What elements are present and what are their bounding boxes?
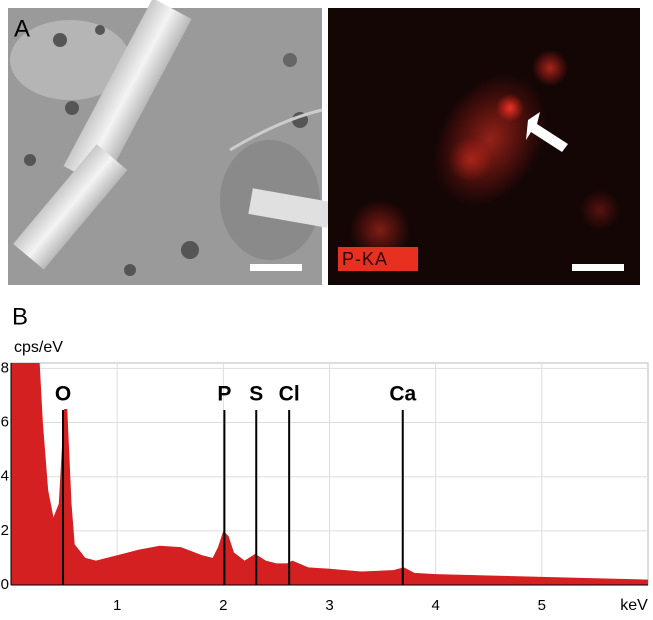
element-label: Cl bbox=[279, 383, 300, 406]
x-tick-label: 1 bbox=[113, 597, 121, 614]
element-label: P bbox=[217, 383, 231, 406]
y-tick-label: 6 bbox=[1, 414, 9, 431]
panel-label: A bbox=[14, 15, 30, 42]
x-tick-label: 2 bbox=[219, 597, 227, 614]
element-label: Ca bbox=[389, 383, 416, 406]
y-tick-label: 4 bbox=[1, 468, 9, 485]
x-axis-label: keV bbox=[620, 597, 648, 614]
y-tick-label: 8 bbox=[1, 359, 9, 376]
panel-label: B bbox=[12, 303, 28, 330]
y-axis-label: cps/eV bbox=[14, 339, 63, 356]
element-label: S bbox=[249, 383, 263, 406]
map-label: P-KA bbox=[342, 249, 388, 269]
spectrum-area bbox=[11, 363, 648, 585]
element-label: O bbox=[55, 383, 71, 406]
eds-map: P-KA bbox=[328, 8, 640, 285]
x-tick-label: 4 bbox=[431, 597, 439, 614]
x-tick-label: 5 bbox=[538, 597, 546, 614]
x-tick-label: 3 bbox=[325, 597, 333, 614]
y-tick-label: 0 bbox=[1, 576, 9, 593]
y-tick-label: 2 bbox=[1, 522, 9, 539]
sem-image: A bbox=[8, 0, 332, 285]
